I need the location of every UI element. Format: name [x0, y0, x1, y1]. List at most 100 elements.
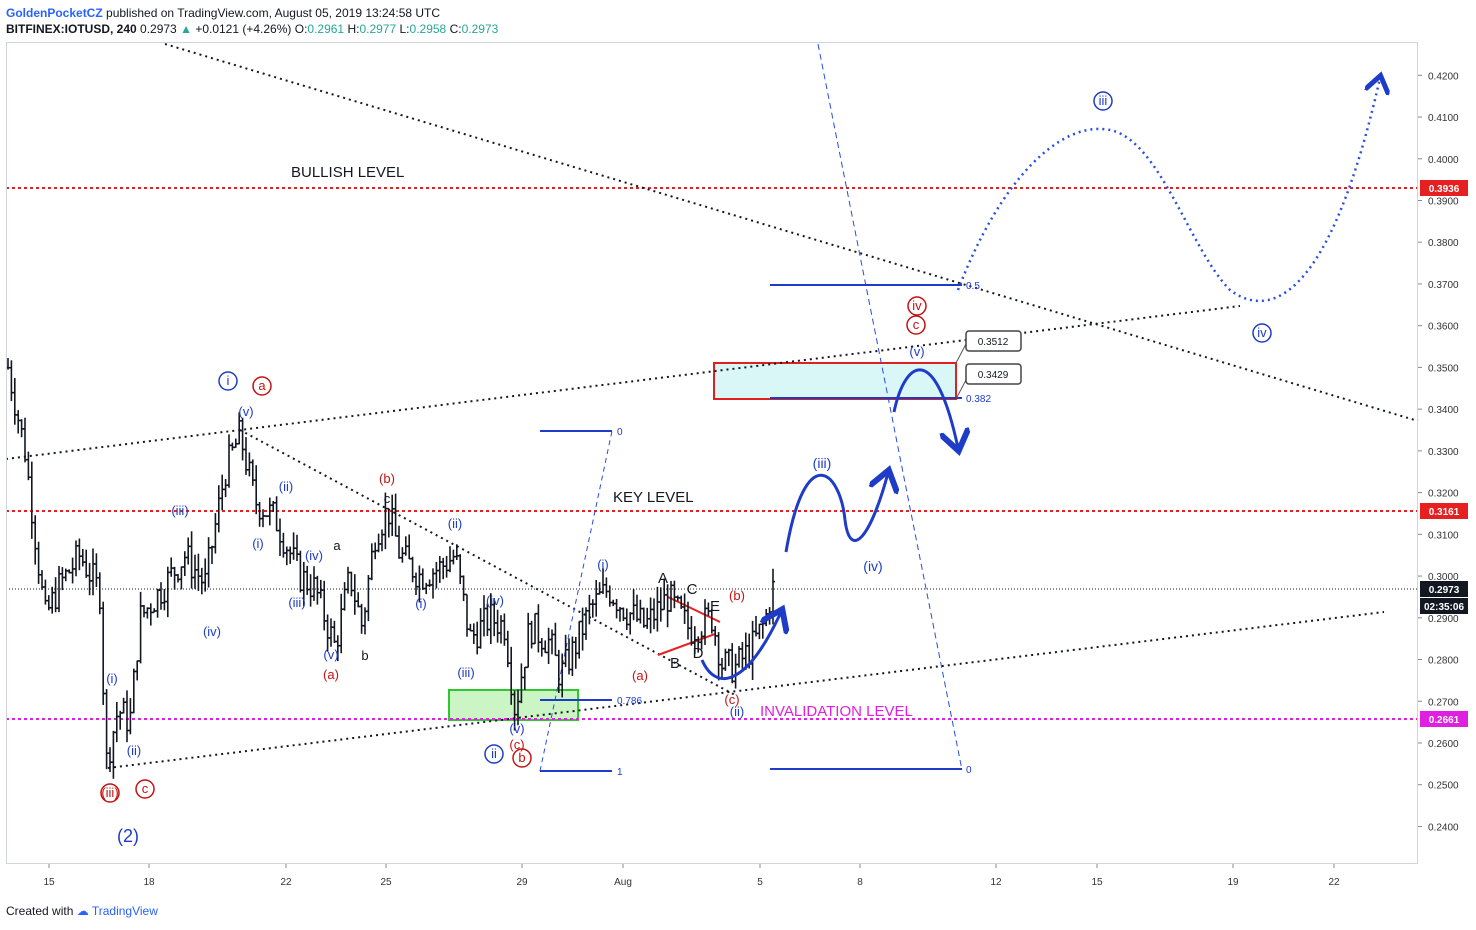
publish-line: GoldenPocketCZ published on TradingView.…	[6, 5, 498, 21]
time-tick-label: 18	[143, 877, 155, 888]
wave-label-iv4: (iv)	[863, 558, 882, 574]
wave-label-c_c2: c	[913, 317, 920, 332]
wave-label-i3: (i)	[415, 596, 427, 611]
price-tick-label: 0.2900	[1428, 614, 1459, 625]
ohlc-line: BITFINEX:IOTUSD, 240 0.2973 ▲ +0.0121 (+…	[6, 21, 498, 37]
fib-a-one-label: 1	[617, 767, 623, 778]
wave-label-i2: (i)	[252, 536, 264, 551]
bullish-price-tag-text: 0.3936	[1429, 184, 1460, 195]
wave-label-ii1: (ii)	[127, 743, 141, 758]
projection-ii-curve	[700, 612, 781, 681]
price-candles	[6, 358, 775, 779]
wave-label-circle	[100, 783, 120, 803]
time-tick-label: 15	[43, 877, 55, 888]
wave-label-iii3: (iii)	[457, 665, 474, 680]
price-tick-label: 0.3100	[1428, 530, 1459, 541]
created-with-text: Created with	[6, 904, 74, 918]
fib-a-zero-label: 0	[617, 427, 623, 438]
wave-label-iii_c2: iii	[1099, 93, 1108, 108]
low-label: L:	[399, 22, 410, 36]
price-tick-label: 0.4200	[1428, 71, 1459, 82]
upper-channel-line	[5, 305, 1241, 460]
tradingview-brand[interactable]: TradingView	[91, 904, 158, 918]
wave-label-circle	[512, 748, 532, 768]
price-tick-label: 0.3400	[1428, 405, 1459, 416]
fib-b-zero-label: 0	[966, 765, 972, 776]
countdown-tag-text: 02:35:06	[1424, 602, 1464, 613]
time-tick-label: 29	[516, 877, 528, 888]
price-tags: 0.3936 0.3161 0.2973 02:35:06 0.2661	[1420, 180, 1468, 727]
price-tick-label: 0.2800	[1428, 656, 1459, 667]
wave-label-iv_c2b: iv	[1257, 325, 1267, 340]
callout-3429-box	[965, 363, 1022, 385]
high-label: H:	[347, 22, 360, 36]
time-tick-label: 12	[990, 877, 1002, 888]
time-axis[interactable]: 15 18 22 25 29 Aug 5 8 12 15 19 22	[43, 864, 1340, 888]
wave-label-ii_c: ii	[491, 746, 497, 761]
up-triangle-icon: ▲	[180, 22, 192, 36]
time-tick-label: 19	[1227, 877, 1239, 888]
close-label: C:	[449, 22, 462, 36]
wave-label-circle	[1093, 91, 1113, 111]
wave-label-c_small: c	[384, 491, 391, 506]
wave-label-C: C	[687, 581, 698, 598]
wave-label-i4: (i)	[597, 557, 609, 572]
open-value: 0.2961	[307, 22, 345, 36]
wave-label-circle	[484, 744, 504, 764]
wave-label-D: D	[693, 645, 704, 662]
upper-down-trendline	[164, 43, 1419, 422]
wave-label-c_r2: (c)	[724, 692, 739, 707]
key-price-tag-text: 0.3161	[1429, 507, 1460, 518]
lower-channel-line	[107, 611, 1385, 769]
price-tick-label: 0.2500	[1428, 781, 1459, 792]
invalidation-level-label: INVALIDATION LEVEL	[760, 703, 913, 720]
wave-label-c_c: c	[142, 781, 149, 796]
projection-iii-iv-curve	[784, 473, 888, 553]
callout-3512-box	[965, 330, 1022, 352]
projection-dotted-path	[956, 78, 1380, 303]
time-tick-label: 5	[757, 877, 763, 888]
price-tick-label: 0.2600	[1428, 739, 1459, 750]
low-value: 0.2958	[409, 22, 447, 36]
price-tick-label: 0.3500	[1428, 363, 1459, 374]
wave-labels: (2) i a (v) (i) (ii) (iii) c (iii) (iv) (ii) (i) (iv…	[100, 91, 1272, 846]
published-text: published on TradingView.com, August 05,…	[106, 6, 441, 20]
last-price-tag	[1420, 581, 1468, 597]
time-tick-label: 8	[857, 877, 863, 888]
wave-label-i1: (i)	[106, 671, 118, 686]
price-tick-label: 0.3900	[1428, 196, 1459, 207]
fib-b-half-label: 0.5	[966, 281, 980, 292]
time-tick-label: 22	[1328, 877, 1340, 888]
fib-b-diagonal	[817, 43, 963, 771]
fib-a-786-label: 0.786	[617, 696, 642, 707]
author-name[interactable]: GoldenPocketCZ	[6, 6, 103, 20]
price-tick-label: 0.3200	[1428, 489, 1459, 500]
wave-label-v2: (v)	[323, 647, 338, 662]
projection-zone-curve	[892, 368, 958, 448]
open-label: O:	[294, 22, 308, 36]
wave-label-b_r2: (b)	[729, 588, 745, 603]
time-tick-label: 22	[280, 877, 292, 888]
wave-label-b_r: (b)	[379, 471, 395, 486]
high-value: 0.2977	[359, 22, 397, 36]
wave-label-v3: (v)	[509, 721, 524, 736]
price-tick-label: 0.3300	[1428, 447, 1459, 458]
wave-label-a_r2: (a)	[632, 668, 648, 683]
invalidation-price-tag-text: 0.2661	[1429, 715, 1460, 726]
wave-label-c_r: (c)	[509, 737, 524, 752]
tradingview-logo-icon[interactable]: ☁	[76, 904, 89, 918]
wave-label-circle	[218, 371, 238, 391]
price-axis[interactable]: 0.2400 0.2500 0.2600 0.2700 0.2800 0.2900 0.30…	[1418, 71, 1459, 833]
wave-label-iii4: (iii)	[813, 455, 832, 471]
fib-b-382-label: 0.382	[966, 394, 991, 405]
wave-label-B: B	[670, 655, 680, 672]
last-price-tag-text: 0.2973	[1429, 585, 1460, 596]
wave-label-A: A	[658, 570, 668, 587]
callout-3429-pointer	[955, 379, 967, 400]
close-value: 0.2973	[461, 22, 499, 36]
callout-3429-text: 0.3429	[978, 370, 1009, 381]
price-tick-label: 0.4100	[1428, 113, 1459, 124]
bullish-price-tag	[1420, 180, 1468, 196]
wave-label-iv2: (iv)	[305, 548, 323, 563]
